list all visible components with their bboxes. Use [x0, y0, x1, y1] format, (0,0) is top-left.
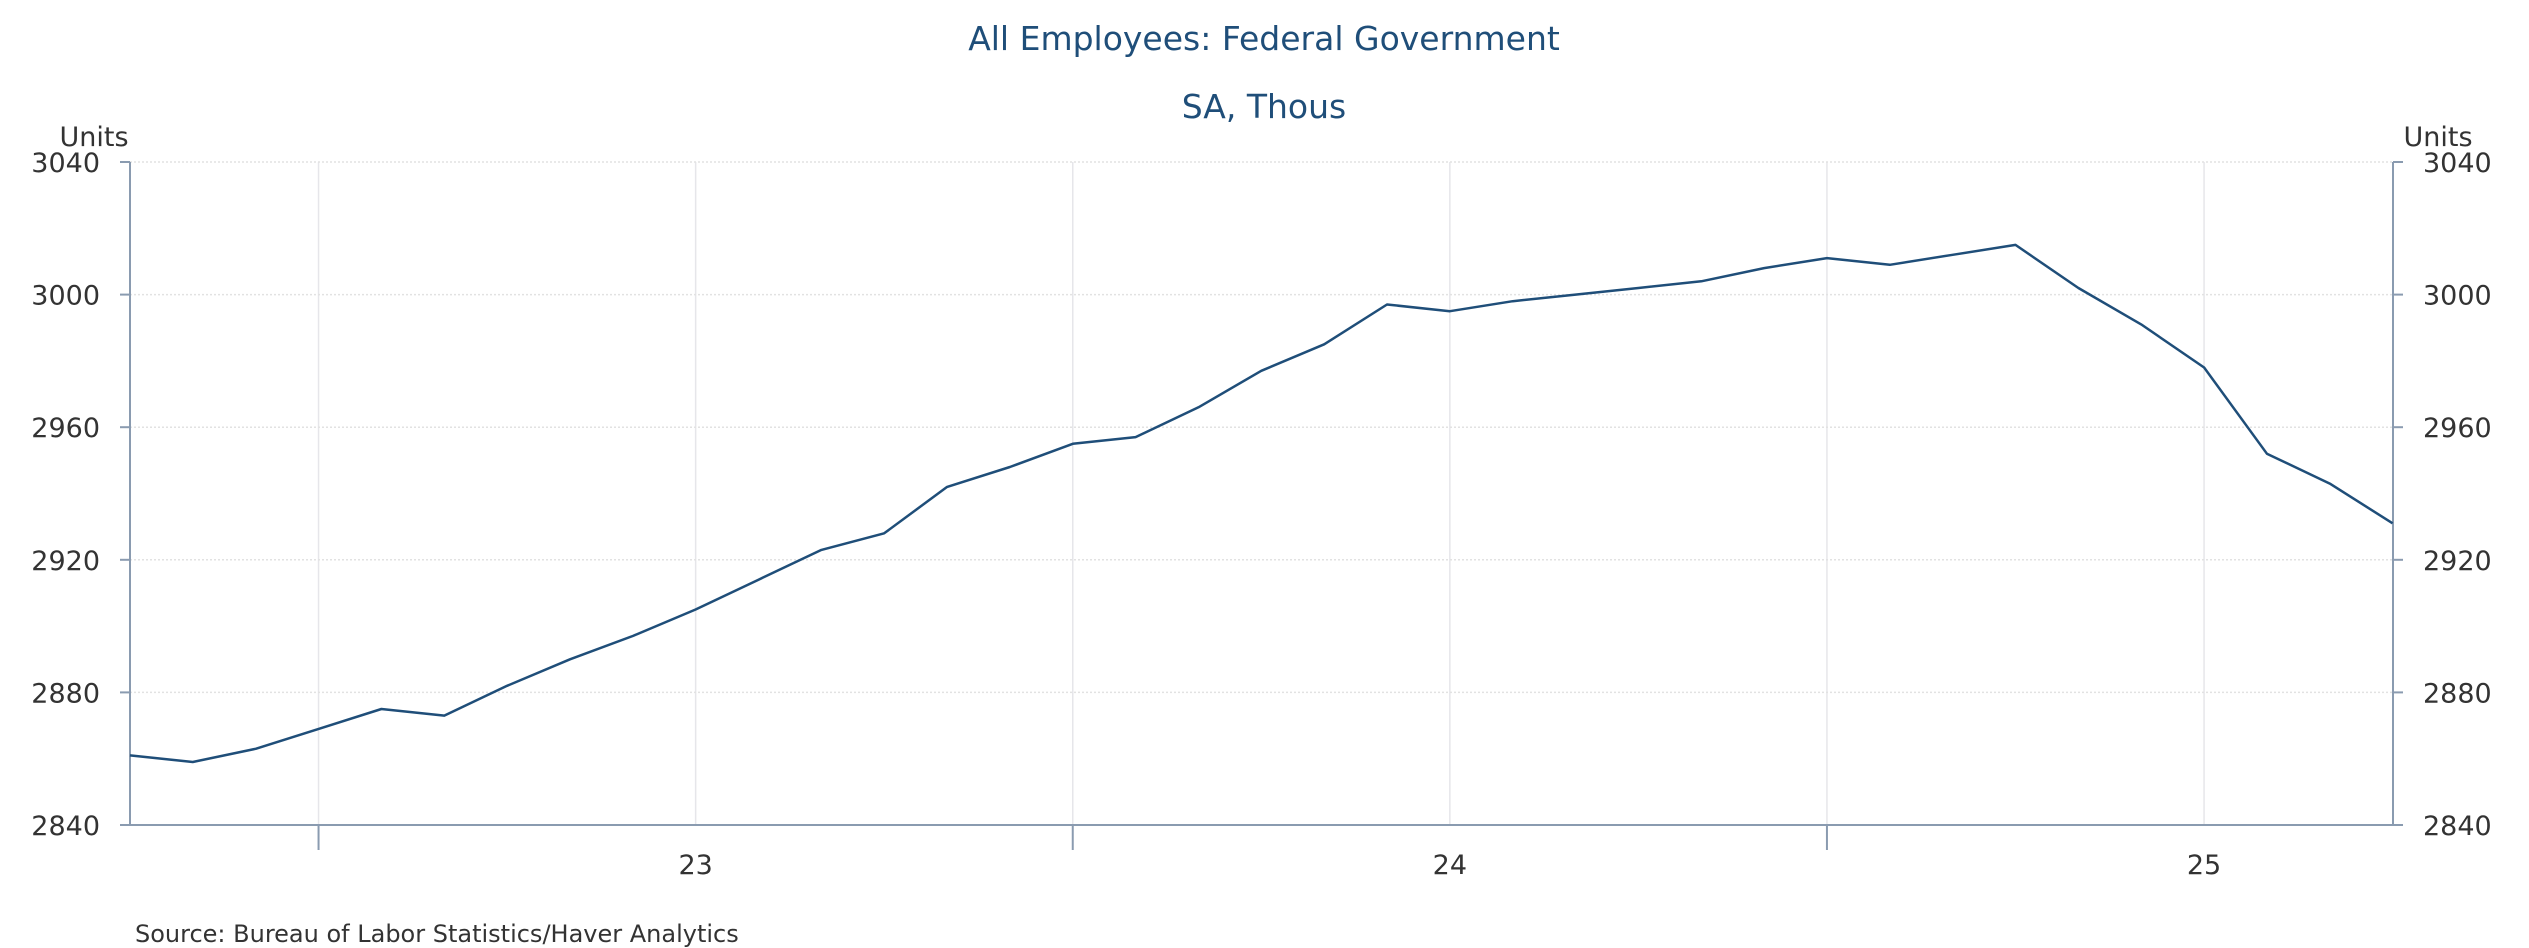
y-tick-label-right: 2880 [2423, 678, 2492, 709]
series-line [129, 243, 2394, 764]
y-tick-label-right: 3040 [2423, 148, 2492, 179]
y-tick-label-left: 2880 [31, 678, 100, 709]
left-axis-unit: Units [59, 122, 128, 153]
y-tick-label-right: 2840 [2423, 811, 2492, 842]
right-axis-unit: Units [2403, 122, 2472, 153]
x-tick-label: 23 [678, 850, 712, 881]
y-tick-label-left: 3000 [31, 281, 100, 312]
y-tick-label-left: 3040 [31, 148, 100, 179]
source-note: Source: Bureau of Labor Statistics/Haver… [135, 920, 739, 948]
y-tick-label-right: 3000 [2423, 281, 2492, 312]
y-tick-label-left: 2960 [31, 413, 100, 444]
chart-title: All Employees: Federal Government [968, 19, 1560, 58]
x-tick-label: 25 [2187, 850, 2221, 881]
y-tick-label-right: 2920 [2423, 546, 2492, 577]
x-tick-label: 24 [1433, 850, 1467, 881]
y-tick-label-right: 2960 [2423, 413, 2492, 444]
y-tick-label-left: 2920 [31, 546, 100, 577]
chart-subtitle: SA, Thous [1182, 87, 1346, 126]
y-tick-label-left: 2840 [31, 811, 100, 842]
